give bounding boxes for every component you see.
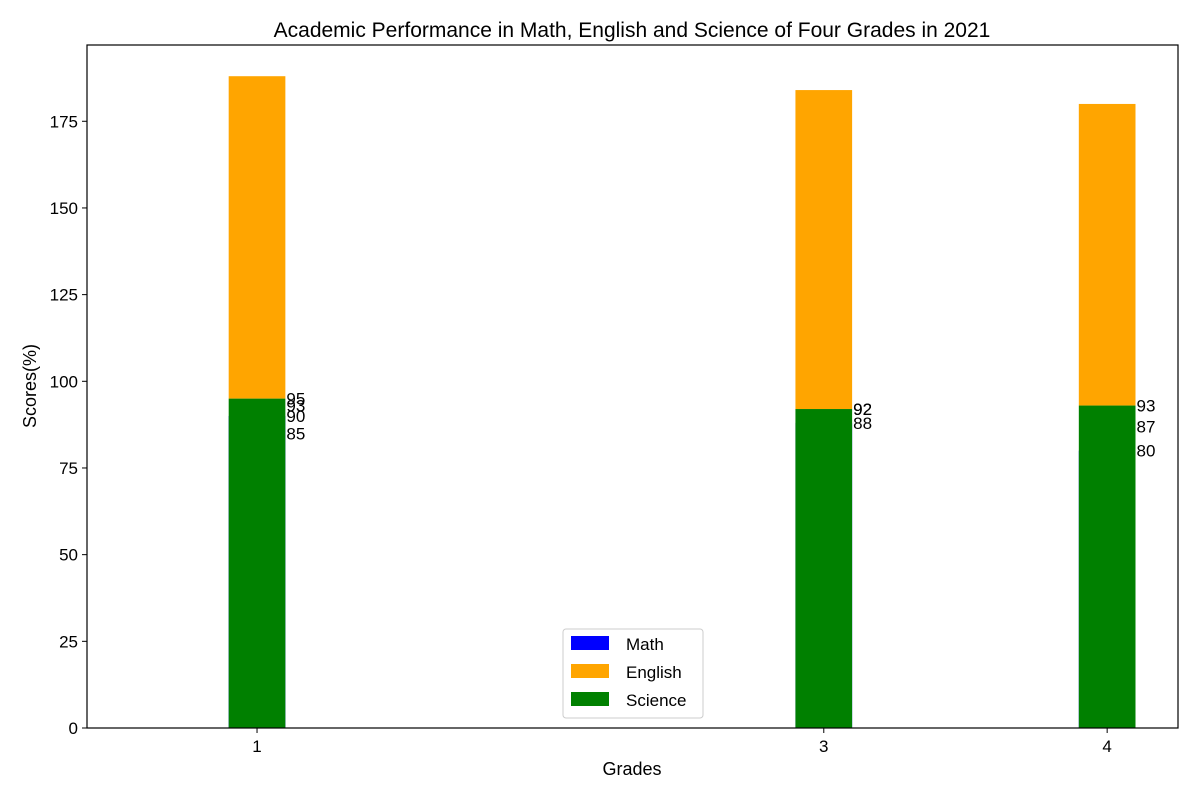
legend-label-english: English [626,663,682,682]
y-tick-label: 100 [50,372,78,391]
x-axis-label: Grades [602,759,661,779]
legend: Math English Science [562,628,704,719]
data-label: 93 [286,397,305,416]
bar-science-grade-3 [795,409,853,728]
legend-label-math: Math [626,635,664,654]
data-label: 80 [1136,442,1155,461]
y-axis-label: Scores(%) [20,344,40,428]
data-label: 90 [286,407,305,426]
bar-english-grade-4 [1078,103,1136,406]
data-label: 95 [286,390,305,409]
data-label: 93 [1136,397,1155,416]
data-label: 92 [853,400,872,419]
x-tick-label: 4 [1102,737,1111,756]
y-tick-label: 175 [50,112,78,131]
y-tick-label: 50 [59,546,78,565]
legend-swatch-science [571,692,609,706]
x-axis: 1 3 4 [252,728,1112,756]
data-label: 88 [853,414,872,433]
y-tick-label: 150 [50,199,78,218]
x-tick-label: 1 [252,737,261,756]
y-tick-label: 125 [50,286,78,305]
bar-english-grade-3 [795,90,853,410]
bar-english-grade-1 [228,76,286,399]
y-tick-label: 75 [59,459,78,478]
data-label: 85 [286,424,305,443]
y-tick-label: 0 [69,719,78,738]
bars-layer [228,76,1136,728]
legend-swatch-math [571,636,609,650]
x-tick-label: 3 [819,737,828,756]
bar-science-grade-1 [228,398,286,728]
plot-frame [86,44,1179,729]
chart-title: Academic Performance in Math, English an… [274,19,991,42]
bar-science-grade-4 [1078,405,1136,728]
data-label: 92 [853,400,872,419]
legend-swatch-english [571,664,609,678]
y-tick-label: 25 [59,632,78,651]
y-axis: 0 25 50 75 100 125 150 175 [50,112,87,738]
data-label: 87 [1136,417,1155,436]
legend-label-science: Science [626,691,686,710]
